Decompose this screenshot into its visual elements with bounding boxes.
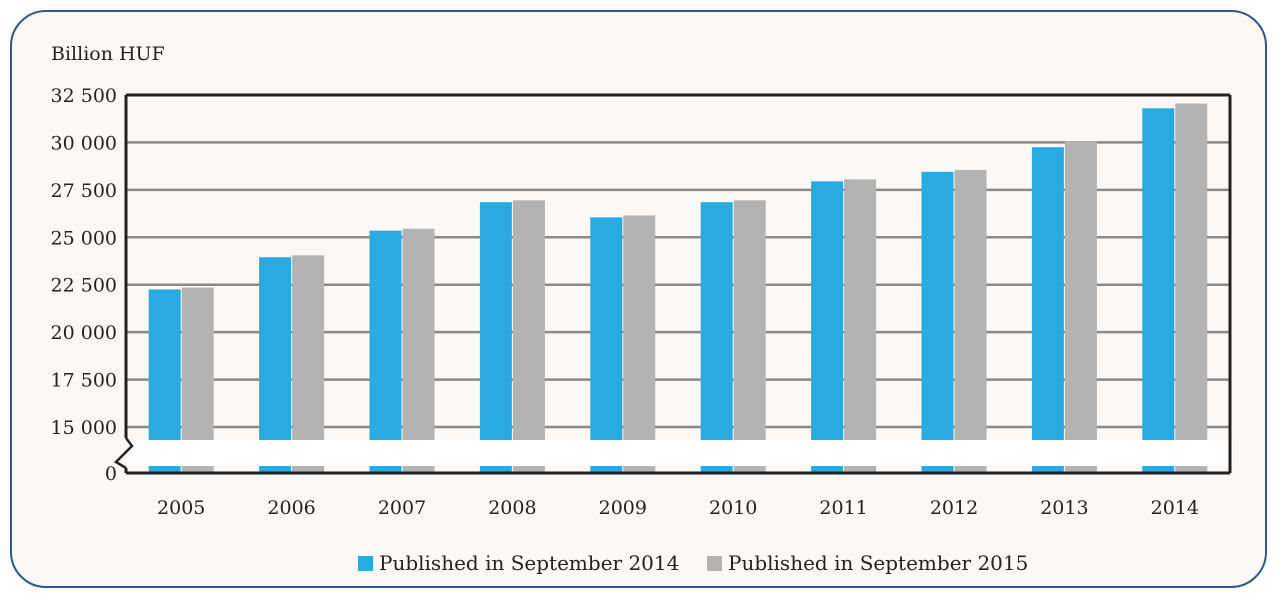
y-tick-label: 32 500 xyxy=(51,85,117,107)
bar-2006-series-1 xyxy=(259,257,292,473)
y-tick-label: 17 500 xyxy=(51,370,117,392)
bar-2009-series-1 xyxy=(590,217,623,473)
bar-2008-series-1 xyxy=(479,202,512,473)
bar-2008-series-2 xyxy=(512,200,545,473)
x-tick-label: 2013 xyxy=(1040,497,1088,519)
bar-2013-series-2 xyxy=(1064,141,1097,474)
y-tick-label: 30 000 xyxy=(51,132,117,154)
x-tick-label: 2006 xyxy=(267,497,315,519)
gridlines xyxy=(126,93,1230,429)
bar-2006-series-2 xyxy=(292,255,325,473)
bar-2011-series-1 xyxy=(811,181,844,473)
x-tick-label: 2011 xyxy=(819,497,867,519)
bar-2012-series-1 xyxy=(921,171,954,473)
y-tick-labels: 32 500 30 000 27 500 25 000 22 500 20 000 17 5… xyxy=(51,85,117,485)
y-tick-label: 0 xyxy=(105,463,117,485)
x-tick-label: 2014 xyxy=(1151,497,1199,519)
x-tick-label: 2008 xyxy=(488,497,536,519)
bar-2013-series-1 xyxy=(1031,147,1064,473)
axes xyxy=(124,93,1232,475)
bar-2011-series-2 xyxy=(844,179,877,473)
legend: Published in September 2014 Published in … xyxy=(358,551,1028,575)
bar-2009-series-2 xyxy=(623,215,656,473)
bar-2014-series-2 xyxy=(1175,103,1208,473)
y-tick-label: 25 000 xyxy=(51,227,117,249)
bar-2014-series-1 xyxy=(1142,108,1175,473)
bar-2010-series-2 xyxy=(733,200,766,473)
break-zigzag xyxy=(113,437,134,470)
legend-swatch-2 xyxy=(707,556,722,571)
y-axis-label: Billion HUF xyxy=(51,43,165,65)
bars xyxy=(148,103,1208,474)
x-tick-label: 2009 xyxy=(599,497,647,519)
bar-2010-series-1 xyxy=(700,202,733,473)
break-band xyxy=(127,440,1233,466)
axis-break xyxy=(113,437,1233,470)
bar-2007-series-1 xyxy=(369,230,402,473)
y-tick-label: 15 000 xyxy=(51,417,117,439)
legend-label-1: Published in September 2014 xyxy=(379,551,679,575)
y-tick-label: 20 000 xyxy=(51,322,117,344)
x-tick-labels: 2005 2006 2007 2008 2009 2010 2011 2012 2013 2014 xyxy=(157,497,1199,519)
y-tick-label: 22 500 xyxy=(51,275,117,297)
x-tick-label: 2007 xyxy=(378,497,426,519)
x-tick-label: 2010 xyxy=(709,497,757,519)
y-tick-label: 27 500 xyxy=(51,180,117,202)
legend-label-2: Published in September 2015 xyxy=(728,551,1028,575)
bar-2012-series-2 xyxy=(954,169,987,474)
x-tick-label: 2012 xyxy=(930,497,978,519)
bar-2007-series-2 xyxy=(402,228,435,473)
x-tick-label: 2005 xyxy=(157,497,205,519)
legend-swatch-1 xyxy=(358,556,373,571)
